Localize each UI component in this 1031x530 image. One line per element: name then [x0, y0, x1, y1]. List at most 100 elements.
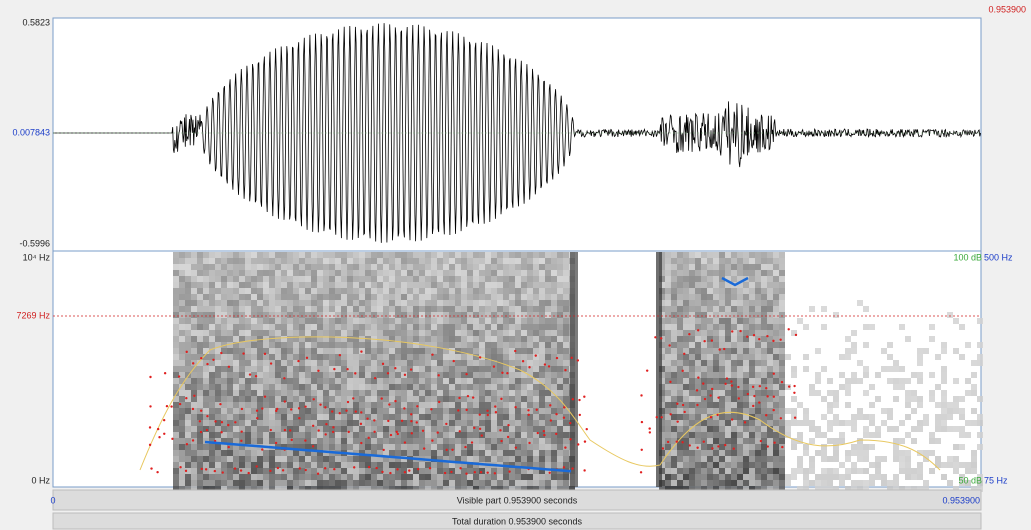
spectrogram-cell: [893, 426, 899, 432]
spectrogram-cell: [467, 450, 473, 456]
spectrogram-cell: [347, 258, 353, 264]
spectrogram-cell: [221, 324, 227, 330]
spectrogram-cell: [767, 360, 773, 366]
spectrogram-cell: [761, 252, 767, 258]
spectrogram-cell: [287, 378, 293, 384]
spectrogram-cell: [743, 252, 749, 258]
spectrogram-cell: [875, 396, 881, 402]
spectrogram-cell: [389, 372, 395, 378]
spectrogram-cell: [473, 426, 479, 432]
formant-dot: [709, 394, 712, 397]
formant-dot: [535, 408, 538, 411]
spectrogram-cell: [503, 288, 509, 294]
spectrogram-cell: [329, 348, 335, 354]
spectrogram-cell: [743, 288, 749, 294]
spectrogram-cell: [695, 366, 701, 372]
spectrogram-cell: [515, 402, 521, 408]
spectrogram-cell: [755, 264, 761, 270]
spectrogram-cell: [779, 390, 785, 396]
spectrogram-cell: [473, 282, 479, 288]
spectrogram-cell: [683, 462, 689, 468]
spectrogram-cell: [821, 366, 827, 372]
spectrogram-cell: [365, 306, 371, 312]
spectrogram-cell: [875, 372, 881, 378]
spectrogram-cell: [761, 264, 767, 270]
spectrogram-cell: [215, 462, 221, 468]
spectrogram-cell: [941, 366, 947, 372]
spectrogram-cell: [353, 264, 359, 270]
spectrogram-cell: [245, 318, 251, 324]
spectrogram-cell: [719, 330, 725, 336]
spectrogram-cell: [767, 462, 773, 468]
formant-dot: [709, 416, 713, 419]
spectrogram-cell: [389, 378, 395, 384]
spectrogram-cell: [257, 258, 263, 264]
spectrogram-cell: [251, 264, 257, 270]
spectrogram-cell: [185, 306, 191, 312]
spectrogram-cell: [323, 384, 329, 390]
spectrogram-cell: [755, 426, 761, 432]
spectrogram-cell: [413, 450, 419, 456]
spectrogram-cell: [521, 408, 527, 414]
spectrogram-cell: [515, 396, 521, 402]
spectrogram-cell: [341, 408, 347, 414]
spectrogram-cell: [323, 450, 329, 456]
spectrogram-cell: [461, 336, 467, 342]
spectrogram-cell: [683, 282, 689, 288]
pitch-min: 75 Hz: [984, 475, 1008, 485]
visible-part-bar[interactable]: [52, 489, 982, 511]
spectrogram-cell: [953, 444, 959, 450]
total-duration-bar[interactable]: [52, 512, 982, 530]
spectrogram-cell: [305, 450, 311, 456]
spectrogram-cell: [203, 396, 209, 402]
spectrogram-cell: [215, 264, 221, 270]
spectrogram-cell: [479, 258, 485, 264]
spectrogram-cell: [827, 426, 833, 432]
formant-dot: [758, 337, 761, 341]
spectrogram-cell: [485, 342, 491, 348]
spectrogram-cell: [449, 306, 455, 312]
spectrogram-cell: [263, 276, 269, 282]
spectrogram-cell: [353, 372, 359, 378]
spectrogram-cell: [287, 426, 293, 432]
spectrogram-cell: [275, 252, 281, 258]
spectrogram-cell: [425, 330, 431, 336]
spectrogram-cell: [941, 396, 947, 402]
spectrogram-cell: [455, 318, 461, 324]
spectrogram-cell: [713, 438, 719, 444]
spectrogram-cell: [479, 420, 485, 426]
spectrogram-cell: [551, 414, 557, 420]
formant-dot: [274, 441, 278, 445]
spectrogram-cell: [449, 450, 455, 456]
spectrogram-cell: [539, 480, 545, 486]
spectrogram-cell: [719, 450, 725, 456]
spectrogram-cell: [971, 390, 977, 396]
spectrogram-cell: [173, 420, 179, 426]
spectrogram-cell: [713, 312, 719, 318]
spectrogram-cell: [281, 384, 287, 390]
spectrogram-cell: [209, 354, 215, 360]
spectrogram-cell: [389, 420, 395, 426]
spectrogram-cell: [401, 396, 407, 402]
spectrogram-cell: [695, 396, 701, 402]
spectrogram-cell: [353, 366, 359, 372]
spectrogram-cell: [299, 354, 305, 360]
spectrogram-cell: [359, 426, 365, 432]
spectrogram-cell: [503, 354, 509, 360]
spectrogram-cell: [779, 384, 785, 390]
spectrogram-cell: [761, 444, 767, 450]
spectrogram-cell: [197, 300, 203, 306]
spectrogram-cell: [761, 432, 767, 438]
spectrogram-cell: [809, 456, 815, 462]
spectrogram-cell: [251, 474, 257, 480]
spectrogram-cell: [515, 414, 521, 420]
spectrogram-cell: [239, 384, 245, 390]
spectrogram-cell: [875, 432, 881, 438]
spectrogram-cell: [395, 414, 401, 420]
spectrogram-cell: [215, 378, 221, 384]
spectrogram-cell: [695, 324, 701, 330]
spectrogram-cell: [443, 390, 449, 396]
spectrogram-cell: [515, 444, 521, 450]
formant-dot: [380, 397, 383, 400]
spectrogram-cell: [677, 282, 683, 288]
